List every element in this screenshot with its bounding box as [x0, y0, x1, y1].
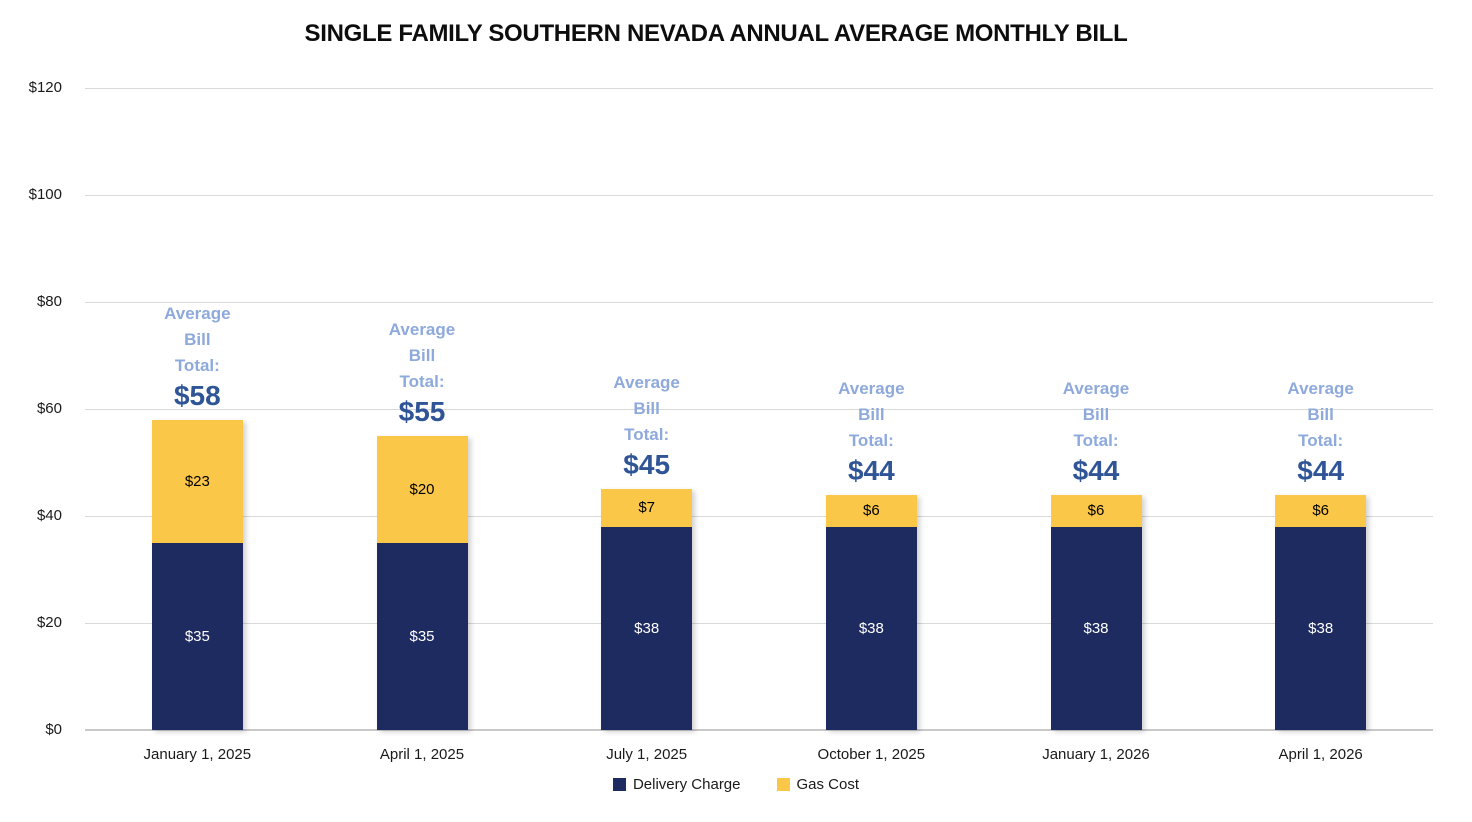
- annotation-line: Total:: [1073, 430, 1119, 450]
- y-tick-label: $100: [28, 186, 62, 203]
- gas-cost-swatch-icon: [776, 778, 790, 791]
- x-tick-label: July 1, 2025: [606, 746, 688, 763]
- segment-value-label: $6: [862, 502, 880, 520]
- delivery-charge-segment: $38: [825, 526, 917, 730]
- delivery-charge-swatch-icon: [612, 778, 626, 791]
- delivery-charge-segment: $38: [1050, 526, 1142, 730]
- gas-cost-segment: $6: [825, 494, 917, 527]
- bar-group: $35 $23: [151, 419, 243, 730]
- y-tick-label: $20: [36, 614, 62, 631]
- annotation-line: Total:: [174, 355, 220, 375]
- segment-value-label: $35: [409, 627, 435, 645]
- bar-group: $38 $6: [1050, 494, 1142, 730]
- x-tick-label: April 1, 2026: [1278, 746, 1363, 763]
- average-bill-total-annotation: Average Bill Total: $44: [1006, 376, 1186, 487]
- chart-title: SINGLE FAMILY SOUTHERN NEVADA ANNUAL AVE…: [304, 20, 1128, 47]
- segment-value-label: $38: [634, 619, 660, 637]
- gas-cost-segment: $6: [1050, 494, 1142, 527]
- total-value-label: $45: [623, 449, 671, 481]
- annotation-line: Average: [388, 319, 456, 339]
- annotation-line: Average: [613, 373, 680, 393]
- annotation-line: Bill: [1082, 404, 1110, 424]
- gas-cost-segment: $7: [601, 489, 693, 527]
- total-value-label: $55: [398, 395, 446, 427]
- average-bill-total-annotation: Average Bill Total: $55: [332, 317, 512, 428]
- annotation-line: Bill: [858, 404, 885, 424]
- gridline: [85, 88, 1433, 89]
- x-tick-label: January 1, 2025: [143, 746, 252, 763]
- segment-value-label: $6: [1087, 502, 1105, 520]
- gridline: [85, 409, 1433, 410]
- bar-group: $38 $6: [825, 494, 917, 730]
- annotation-line: Total:: [848, 430, 894, 450]
- annotation-line: Total:: [399, 371, 445, 391]
- x-tick-label: October 1, 2025: [817, 746, 926, 763]
- delivery-charge-segment: $38: [1275, 526, 1367, 730]
- annotation-line: Bill: [1307, 404, 1334, 424]
- legend-label: Gas Cost: [796, 776, 860, 793]
- bar-group: $38 $6: [1275, 494, 1367, 730]
- average-bill-total-annotation: Average Bill Total: $58: [107, 301, 287, 412]
- annotation-line: Bill: [633, 399, 660, 419]
- legend-item-gas-cost: Gas Cost: [776, 776, 860, 793]
- total-value-label: $44: [1072, 454, 1120, 486]
- total-value-label: $58: [173, 379, 221, 411]
- legend: Delivery Charge Gas Cost: [0, 776, 1472, 793]
- gas-cost-segment: $20: [376, 435, 468, 543]
- segment-value-label: $6: [1312, 502, 1329, 520]
- annotation-line: Bill: [408, 345, 436, 365]
- delivery-charge-segment: $35: [376, 542, 468, 730]
- y-tick-label: $40: [36, 507, 62, 524]
- y-tick-label: $60: [36, 400, 62, 417]
- segment-value-label: $38: [858, 619, 884, 637]
- average-bill-total-annotation: Average Bill Total: $44: [1231, 376, 1411, 487]
- bar-group: $38 $7: [601, 489, 693, 730]
- annotation-line: Average: [838, 378, 905, 398]
- average-bill-total-annotation: Average Bill Total: $45: [557, 370, 737, 481]
- annotation-line: Total:: [1298, 430, 1344, 450]
- segment-value-label: $38: [1308, 619, 1334, 637]
- segment-value-label: $35: [184, 627, 210, 645]
- annotation-line: Average: [1287, 378, 1354, 398]
- bar-group: $35 $20: [376, 435, 468, 730]
- y-tick-label: $80: [36, 293, 62, 310]
- annotation-line: Average: [1062, 378, 1130, 398]
- plot-area: $0 $20 $40 $60 $80 $100 $120 $35 $23 Average Bill T…: [29, 79, 1433, 763]
- segment-value-label: $7: [638, 499, 655, 517]
- gridline: [85, 302, 1433, 303]
- gridline: [85, 623, 1433, 624]
- gas-cost-segment: $6: [1275, 494, 1367, 527]
- total-value-label: $44: [1297, 454, 1345, 486]
- segment-value-label: $38: [1083, 619, 1109, 637]
- segment-value-label: $20: [409, 480, 435, 498]
- x-tick-label: January 1, 2026: [1042, 746, 1150, 763]
- annotation-line: Bill: [184, 329, 211, 349]
- annotation-line: Average: [164, 303, 231, 323]
- average-bill-total-annotation: Average Bill Total: $44: [781, 376, 961, 487]
- delivery-charge-segment: $35: [151, 542, 243, 730]
- x-tick-label: April 1, 2025: [379, 746, 465, 763]
- gas-cost-segment: $23: [151, 419, 243, 543]
- x-axis-line: [85, 729, 1433, 731]
- annotation-line: Total:: [624, 425, 670, 445]
- gridline: [85, 516, 1433, 517]
- y-tick-label: $120: [28, 79, 62, 96]
- delivery-charge-segment: $38: [601, 526, 693, 730]
- segment-value-label: $23: [184, 472, 210, 490]
- legend-item-delivery-charge: Delivery Charge: [612, 776, 741, 793]
- y-tick-label: $0: [45, 721, 62, 738]
- total-value-label: $44: [847, 454, 895, 486]
- gridline: [85, 195, 1433, 196]
- legend-label: Delivery Charge: [632, 776, 741, 793]
